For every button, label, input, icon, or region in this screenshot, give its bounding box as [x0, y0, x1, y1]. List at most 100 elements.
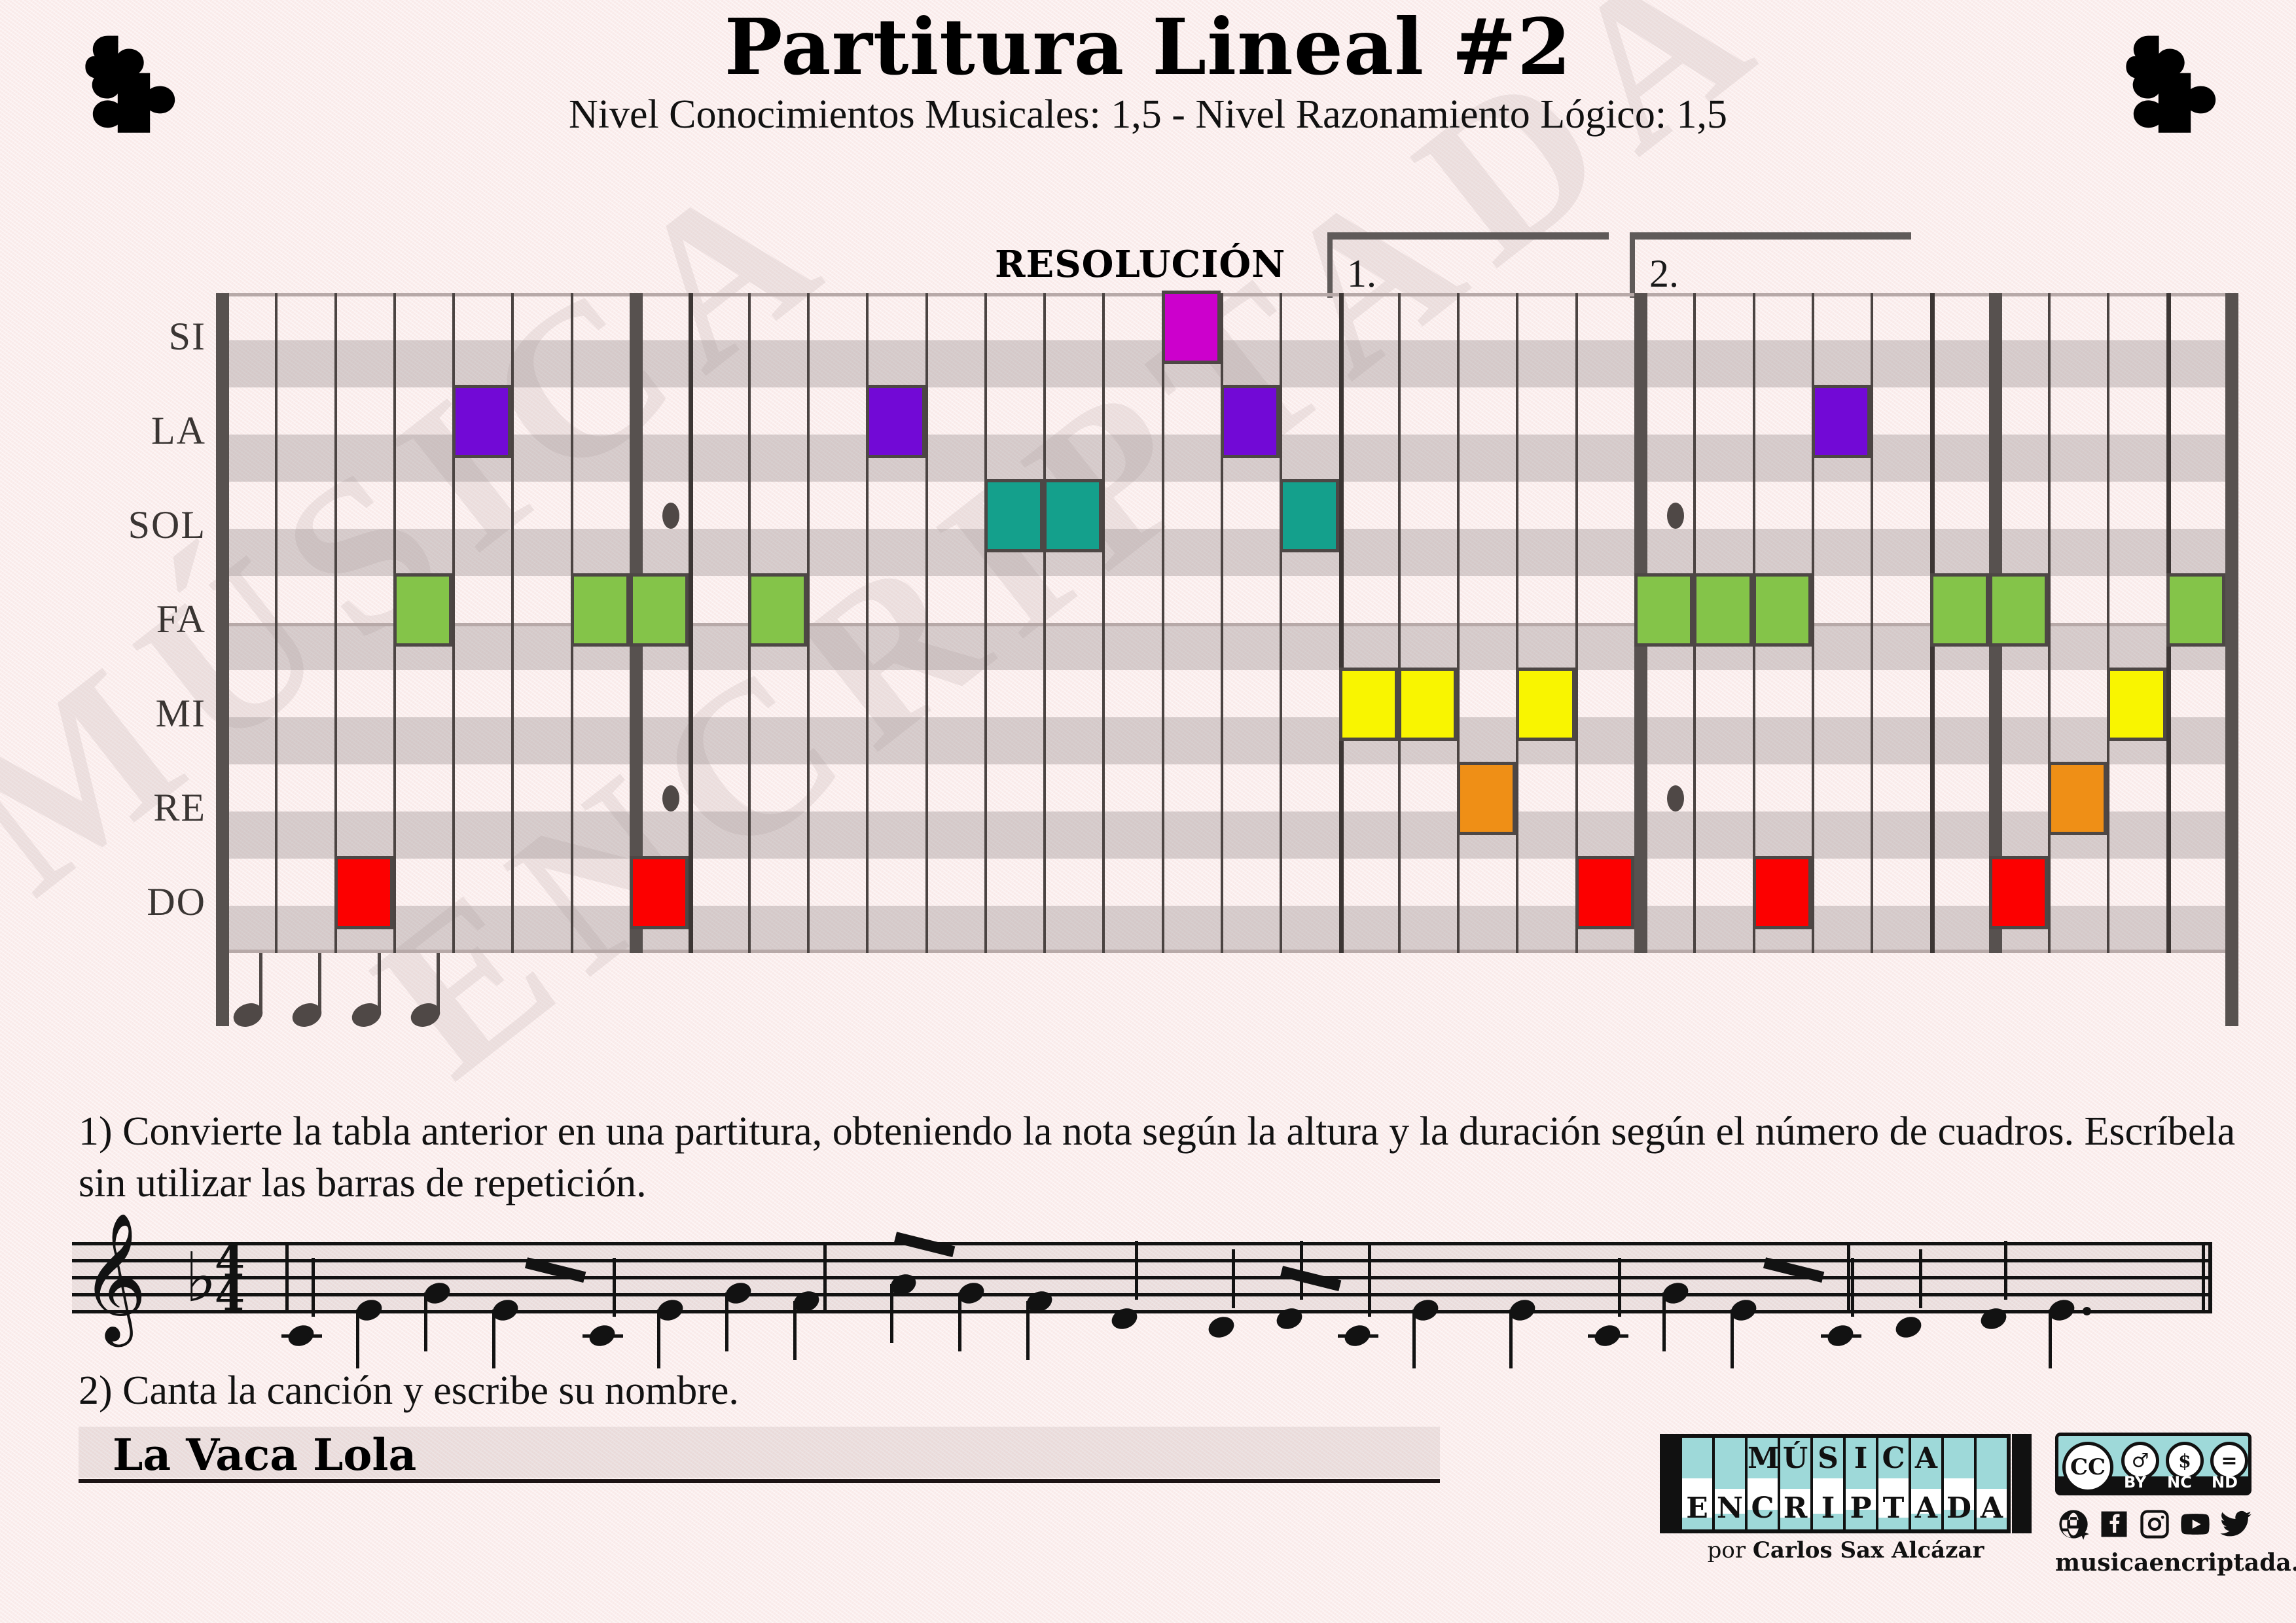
grid-column-line: [2225, 293, 2238, 1026]
resolution-row: RESOLUCIÓN 1. 2.: [0, 226, 2296, 298]
grid-row-label-la: LA: [151, 409, 206, 453]
grid-column-line: [1457, 293, 1460, 953]
grid-column-line: [689, 293, 694, 953]
note-cell-fa[interactable]: [1752, 573, 1812, 647]
grid-column-line: [334, 293, 337, 953]
note-cell-do[interactable]: [334, 856, 393, 929]
note-cell-la[interactable]: [1221, 385, 1280, 458]
grid-row-label-si: SI: [168, 315, 206, 359]
note-cell-mi[interactable]: [1338, 668, 1398, 741]
cc-label-by: BY: [2124, 1473, 2147, 1491]
note-cell-mi[interactable]: [1397, 668, 1458, 741]
note-cell-sol[interactable]: [1280, 479, 1339, 552]
note-cell-do[interactable]: [1752, 856, 1812, 929]
grid-column-line: [1161, 293, 1164, 953]
twitter-icon[interactable]: [2219, 1507, 2253, 1541]
linear-score-grid: SI LA SOL FA MI RE DO: [0, 291, 2296, 1031]
logo-letter-bottom: D: [1946, 1491, 1972, 1525]
note-cell-mi[interactable]: [2107, 668, 2166, 741]
answer-block[interactable]: La Vaca Lola: [79, 1427, 1440, 1499]
grid-column-line: [1102, 293, 1105, 953]
volta-1-number: 1.: [1347, 252, 1376, 295]
logo-letter-top: M: [1748, 1442, 1780, 1475]
note-cell-re[interactable]: [1457, 762, 1516, 835]
grid-column-line: [1397, 293, 1401, 953]
note-cell-fa[interactable]: [630, 573, 689, 647]
barline: [285, 1242, 289, 1310]
note-cell-do[interactable]: [1988, 856, 2049, 929]
grid-column-line: [1043, 293, 1047, 953]
staff-line: [72, 1259, 2212, 1262]
note-cell-do[interactable]: [1575, 856, 1635, 929]
staff-line: [72, 1276, 2212, 1279]
grid-row-label-fa: FA: [156, 597, 206, 641]
note-cell-sol[interactable]: [984, 479, 1044, 552]
logo-key-column: A: [1977, 1438, 2007, 1529]
logo-letter-bottom: E: [1686, 1491, 1708, 1525]
logo-letter-bottom: R: [1783, 1491, 1808, 1525]
note-cell-fa[interactable]: [570, 573, 630, 647]
creative-commons-block: CC ♂ $ = BY NC ND: [2055, 1430, 2296, 1600]
repeat-dot-icon: [1666, 503, 1684, 529]
repeat-dot-icon: [662, 785, 679, 812]
note-cell-do[interactable]: [630, 856, 689, 929]
volta-bracket-2: 2.: [1630, 232, 1911, 298]
logo-key-column: D: [1944, 1438, 1977, 1529]
grid-column-line: [452, 293, 456, 953]
note-cell-fa[interactable]: [1988, 573, 2049, 647]
repeat-dot-icon: [662, 503, 679, 529]
staff-line: [72, 1310, 2212, 1313]
page-subtitle: Nivel Conocimientos Musicales: 1,5 - Niv…: [568, 92, 1728, 137]
grid-column-line: [275, 293, 278, 953]
grid-body: SI LA SOL FA MI RE DO: [128, 291, 2238, 1026]
answer-underline: [79, 1479, 1440, 1483]
grid-row-label-sol: SOL: [128, 503, 206, 547]
grid-column-line: [1280, 293, 1283, 953]
note-cell-fa[interactable]: [393, 573, 453, 647]
note-cell-la[interactable]: [1811, 385, 1871, 458]
instruction-2: 2) Canta la canción y escribe su nombre.: [79, 1368, 739, 1413]
note-cell-si[interactable]: [1161, 291, 1221, 364]
brand-author: por Carlos Sax Alcázar: [1662, 1537, 2029, 1563]
logo-letter-bottom: P: [1850, 1491, 1872, 1525]
logo-letter-bottom: I: [1821, 1491, 1835, 1525]
grid-column-line: [1221, 293, 1223, 953]
grid-column-line: [1338, 293, 1344, 953]
note-cell-la[interactable]: [866, 385, 925, 458]
note-cell-fa[interactable]: [1929, 573, 1989, 647]
note-cell-fa[interactable]: [1693, 573, 1753, 647]
globe-icon[interactable]: [2056, 1507, 2090, 1541]
facebook-icon[interactable]: [2097, 1507, 2131, 1541]
puzzle-piece-icon: [2126, 35, 2216, 133]
brand-author-name: Carlos Sax Alcázar: [1752, 1537, 1984, 1563]
note-cell-re[interactable]: [2048, 762, 2108, 835]
logo-letter-bottom: A: [1980, 1491, 2003, 1525]
grid-row-label-re: RE: [153, 786, 206, 830]
logo-key-column: E: [1682, 1438, 1715, 1529]
cc-nd-noderivatives-icon: =: [2210, 1442, 2248, 1480]
youtube-icon[interactable]: [2178, 1507, 2212, 1541]
site-url[interactable]: musicaencriptada.es: [2055, 1549, 2296, 1577]
grid-column-line: [866, 293, 869, 953]
volta-2-number: 2.: [1649, 252, 1679, 295]
brand-by-prefix: por: [1707, 1537, 1753, 1563]
page-title: Partitura Lineal #2: [724, 1, 1572, 92]
note-cell-fa[interactable]: [1634, 573, 1694, 647]
song-name-answer[interactable]: La Vaca Lola: [113, 1429, 417, 1480]
grid-column-line: [1871, 293, 1874, 953]
grid-row-label-do: DO: [147, 880, 206, 924]
duration-legend: [216, 953, 674, 1031]
instagram-icon[interactable]: [2138, 1507, 2172, 1541]
note-cell-sol[interactable]: [1043, 479, 1103, 552]
note-cell-mi[interactable]: [1516, 668, 1575, 741]
note-cell-fa[interactable]: [2166, 573, 2225, 647]
note-cell-la[interactable]: [452, 385, 512, 458]
note-cell-fa[interactable]: [747, 573, 807, 647]
logo-letter-top: Ú: [1782, 1442, 1808, 1475]
